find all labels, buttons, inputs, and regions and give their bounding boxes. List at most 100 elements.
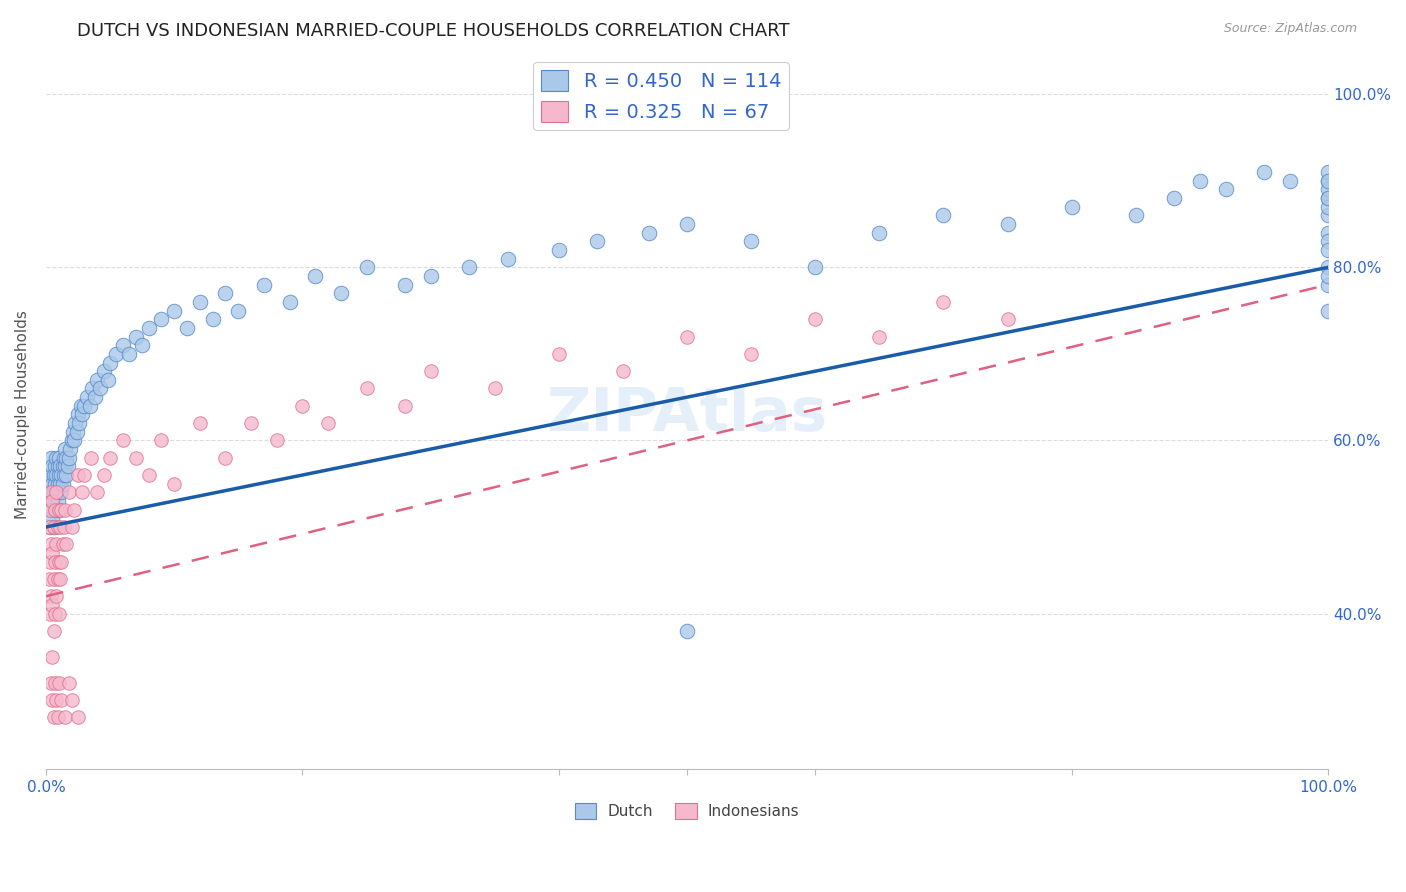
Point xyxy=(46,476,69,491)
Point xyxy=(932,294,955,309)
Point xyxy=(79,399,101,413)
Point xyxy=(41,459,63,474)
Point xyxy=(1317,277,1340,292)
Point xyxy=(38,502,60,516)
Point xyxy=(52,468,75,483)
Point xyxy=(45,589,67,603)
Point xyxy=(96,373,118,387)
Point xyxy=(150,434,173,448)
Point xyxy=(60,520,83,534)
Point xyxy=(201,312,224,326)
Point xyxy=(52,476,75,491)
Point xyxy=(60,434,83,448)
Point xyxy=(52,459,75,474)
Point xyxy=(291,399,314,413)
Point xyxy=(105,347,128,361)
Point xyxy=(163,476,186,491)
Point xyxy=(1317,235,1340,249)
Point xyxy=(73,468,96,483)
Point xyxy=(53,710,76,724)
Point xyxy=(83,390,105,404)
Point xyxy=(73,399,96,413)
Point xyxy=(1278,174,1301,188)
Point xyxy=(53,502,76,516)
Point xyxy=(45,468,67,483)
Point xyxy=(111,338,134,352)
Point xyxy=(1317,226,1340,240)
Point xyxy=(46,520,69,534)
Point xyxy=(997,312,1019,326)
Point xyxy=(42,624,65,638)
Point xyxy=(637,226,659,240)
Point xyxy=(547,243,569,257)
Point xyxy=(60,693,83,707)
Point xyxy=(868,329,890,343)
Point xyxy=(44,555,66,569)
Point xyxy=(547,347,569,361)
Point xyxy=(266,434,288,448)
Point xyxy=(1253,165,1275,179)
Point xyxy=(69,399,91,413)
Point xyxy=(52,537,75,551)
Point xyxy=(163,303,186,318)
Point xyxy=(45,485,67,500)
Point xyxy=(89,382,111,396)
Point xyxy=(1317,303,1340,318)
Point xyxy=(44,502,66,516)
Point xyxy=(419,364,441,378)
Point xyxy=(740,347,762,361)
Point xyxy=(138,321,160,335)
Point xyxy=(118,347,141,361)
Point xyxy=(41,693,63,707)
Point xyxy=(41,511,63,525)
Point xyxy=(55,450,77,465)
Point xyxy=(676,329,699,343)
Point xyxy=(59,442,82,456)
Point xyxy=(39,485,62,500)
Point xyxy=(55,537,77,551)
Point xyxy=(1317,243,1340,257)
Point xyxy=(39,537,62,551)
Point xyxy=(150,312,173,326)
Point xyxy=(48,607,70,621)
Point xyxy=(63,502,86,516)
Point xyxy=(42,468,65,483)
Point xyxy=(51,555,73,569)
Point xyxy=(58,485,80,500)
Point xyxy=(1163,191,1185,205)
Point xyxy=(66,408,89,422)
Point xyxy=(58,450,80,465)
Point xyxy=(46,710,69,724)
Point xyxy=(39,589,62,603)
Point xyxy=(46,494,69,508)
Point xyxy=(48,555,70,569)
Point xyxy=(38,520,60,534)
Point xyxy=(51,693,73,707)
Point xyxy=(496,252,519,266)
Point xyxy=(111,434,134,448)
Point xyxy=(612,364,634,378)
Point xyxy=(419,268,441,283)
Point xyxy=(55,468,77,483)
Point xyxy=(188,416,211,430)
Point xyxy=(49,459,72,474)
Point xyxy=(86,485,108,500)
Point xyxy=(98,450,121,465)
Point xyxy=(676,217,699,231)
Legend: Dutch, Indonesians: Dutch, Indonesians xyxy=(569,797,806,825)
Point xyxy=(70,485,93,500)
Point xyxy=(1317,191,1340,205)
Point xyxy=(458,260,481,275)
Point xyxy=(214,450,236,465)
Point xyxy=(51,468,73,483)
Point xyxy=(44,476,66,491)
Point xyxy=(932,208,955,222)
Point xyxy=(38,468,60,483)
Point xyxy=(138,468,160,483)
Point xyxy=(41,494,63,508)
Point xyxy=(42,520,65,534)
Point xyxy=(44,675,66,690)
Point xyxy=(41,546,63,560)
Point xyxy=(67,416,90,430)
Point xyxy=(356,382,378,396)
